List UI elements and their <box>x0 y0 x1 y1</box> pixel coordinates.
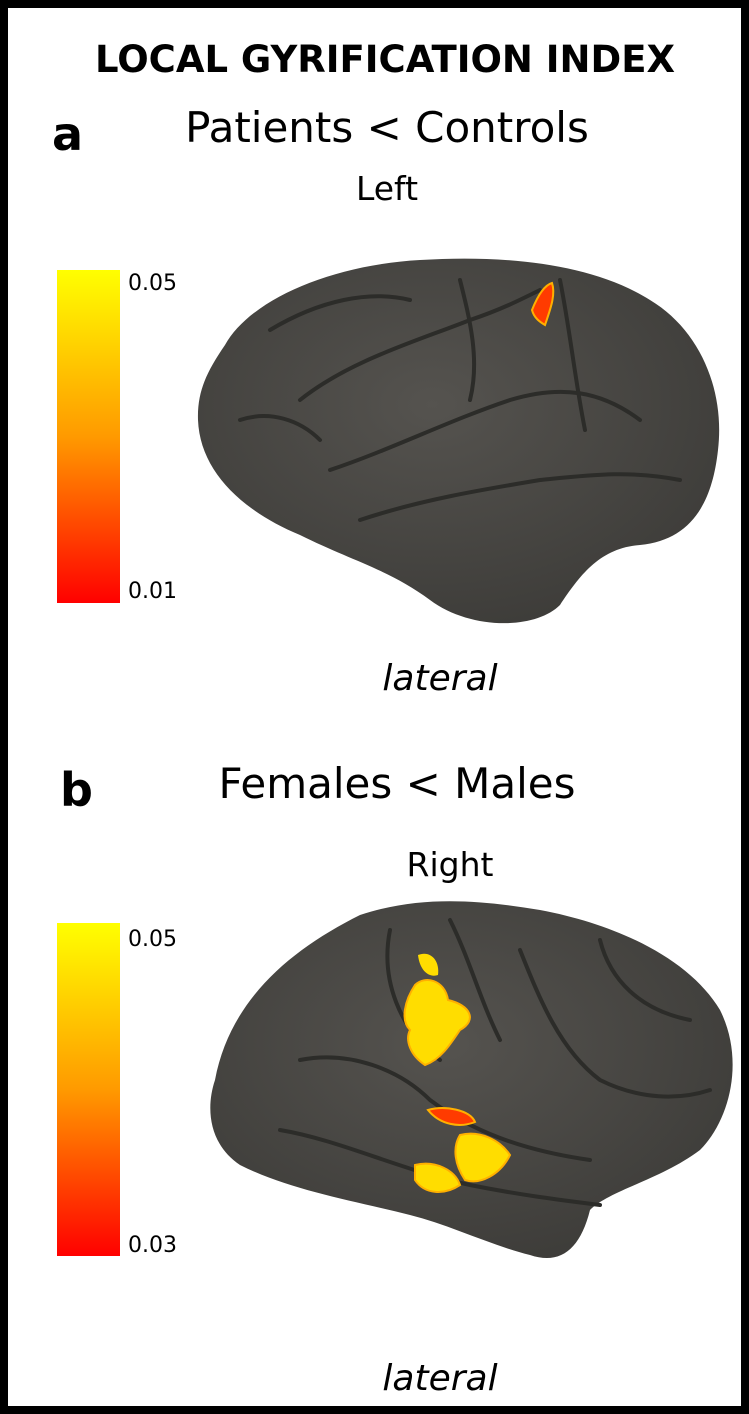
colorbar <box>57 270 120 603</box>
hemisphere: Right <box>407 845 494 884</box>
colorbar-max: 0.05 <box>128 927 177 952</box>
hemisphere: Left <box>356 169 418 208</box>
comparison: Females < Males <box>219 759 576 808</box>
colorbar <box>57 923 120 1256</box>
colorbar-max: 0.05 <box>128 271 177 296</box>
panel-letter: a <box>52 107 83 161</box>
colorbar-min: 0.03 <box>128 1233 177 1258</box>
panel-letter: b <box>60 763 93 817</box>
view-label: lateral <box>382 658 497 699</box>
figure: LOCAL GYRIFICATION INDEX a Patients < Co… <box>0 0 749 1414</box>
comparison: Patients < Controls <box>185 103 589 152</box>
figure-title: LOCAL GYRIFICATION INDEX <box>95 38 675 81</box>
colorbar-min: 0.01 <box>128 579 177 604</box>
view-label: lateral <box>382 1358 497 1399</box>
